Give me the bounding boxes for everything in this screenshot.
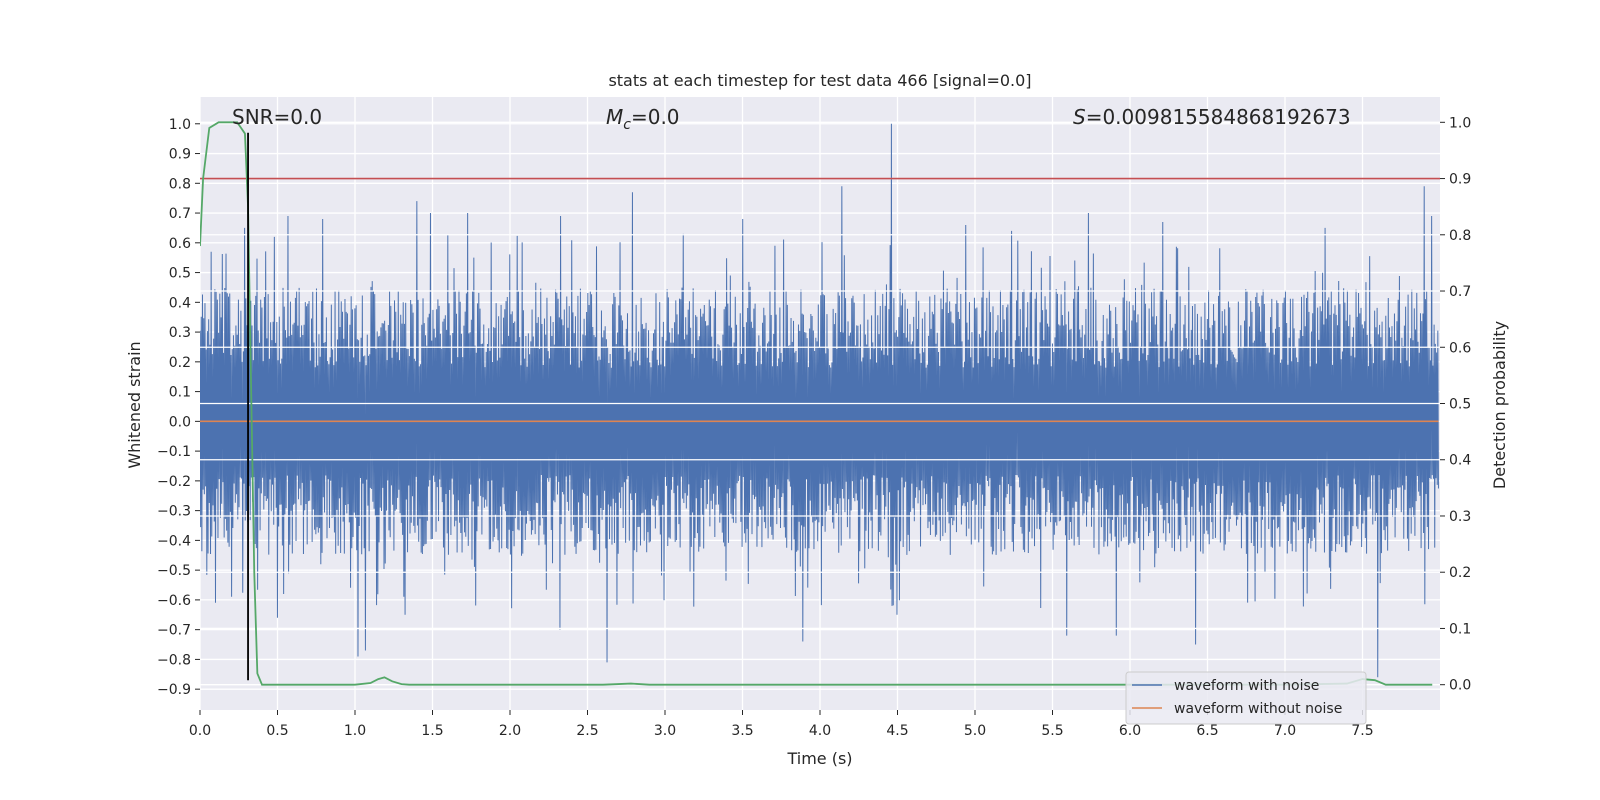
y-left-tick-label: 0.5 [169, 266, 191, 282]
y-left-tick-label: −0.7 [157, 623, 191, 639]
x-tick-label: 3.5 [731, 723, 753, 739]
annotation-chirp-mass: Mc=0.0 [606, 105, 680, 133]
x-tick-label: 1.5 [421, 723, 443, 739]
y-left-tick-label: 0.7 [169, 206, 191, 222]
x-tick-label: 7.5 [1351, 723, 1373, 739]
x-tick-label: 6.5 [1196, 723, 1218, 739]
x-tick-label: 0.5 [266, 723, 288, 739]
y-left-tick-label: 0.6 [169, 236, 191, 252]
annotation-chirp-mass-symbol: M [606, 105, 623, 129]
y-left-tick-label: 0.8 [169, 176, 191, 192]
annotation-snr: SNR=0.0 [232, 105, 322, 129]
y-left-tick-label: 0.3 [169, 325, 191, 341]
legend-label-waveform-without-noise: waveform without noise [1174, 701, 1342, 717]
x-tick-label: 2.0 [499, 723, 521, 739]
x-tick-label: 7.0 [1274, 723, 1296, 739]
y-left-tick-label: −0.8 [157, 652, 191, 668]
legend: waveform with noise waveform without noi… [1125, 671, 1367, 725]
y-left-tick-label: −0.6 [157, 593, 191, 609]
y-axis-left-label: Whitened strain [125, 341, 144, 468]
y-left-tick-label: −0.4 [157, 533, 191, 549]
y-axis-right-label: Detection probability [1490, 321, 1509, 489]
y-left-tick-label: 0.4 [169, 295, 191, 311]
y-right-tick-label: 0.3 [1449, 509, 1471, 525]
y-right-tick-label: 0.5 [1449, 397, 1471, 413]
legend-label-waveform-with-noise: waveform with noise [1174, 678, 1319, 694]
legend-box [1125, 671, 1367, 725]
y-left-tick-label: 0.2 [169, 355, 191, 371]
y-right-tick-label: 0.9 [1449, 172, 1471, 188]
x-axis-label: Time (s) [786, 749, 852, 768]
y-axis-right-ticks: 1.0 0.9 0.8 0.7 0.6 0.5 0.4 0.3 0.2 0.1 0.0 [1440, 115, 1471, 694]
x-tick-label: 1.0 [344, 723, 366, 739]
y-right-tick-label: 0.1 [1449, 621, 1471, 637]
y-left-tick-label: 0.1 [169, 385, 191, 401]
x-axis-ticks: 0.0 0.5 1.0 1.5 2.0 2.5 3.0 3.5 4.0 4.5 5.0 5.5 6.0 6… [189, 710, 1374, 739]
x-tick-label: 5.5 [1041, 723, 1063, 739]
y-right-tick-label: 0.6 [1449, 340, 1471, 356]
y-left-tick-label: −0.1 [157, 444, 191, 460]
x-tick-label: 4.0 [809, 723, 831, 739]
y-right-tick-label: 0.7 [1449, 284, 1471, 300]
y-axis-left-ticks: 1.0 0.9 0.8 0.7 0.6 0.5 0.4 0.3 0.2 0.1 0.0 −0.1 −0.… [157, 117, 200, 698]
y-right-tick-label: 0.4 [1449, 453, 1471, 469]
y-left-tick-label: −0.5 [157, 563, 191, 579]
y-right-tick-label: 0.2 [1449, 565, 1471, 581]
x-tick-label: 6.0 [1119, 723, 1141, 739]
y-left-tick-label: 0.0 [169, 414, 191, 430]
y-right-tick-label: 1.0 [1449, 115, 1471, 131]
y-right-tick-label: 0.0 [1449, 678, 1471, 694]
y-left-tick-label: 1.0 [169, 117, 191, 133]
y-left-tick-label: −0.2 [157, 474, 191, 490]
annotation-s-number: =0.009815584868192673 [1086, 105, 1351, 129]
chart-title: stats at each timestep for test data 466… [608, 71, 1031, 90]
y-right-tick-label: 0.8 [1449, 228, 1471, 244]
series-waveform-with-noise [200, 123, 1439, 678]
annotation-s-symbol: S [1073, 105, 1086, 129]
annotation-s-value: S=0.009815584868192673 [1073, 105, 1351, 129]
annotation-chirp-mass-value: =0.0 [631, 105, 680, 129]
x-tick-label: 4.5 [886, 723, 908, 739]
annotation-chirp-mass-subscript: c [623, 117, 631, 133]
x-tick-label: 5.0 [964, 723, 986, 739]
y-left-tick-label: −0.3 [157, 504, 191, 520]
y-left-tick-label: −0.9 [157, 682, 191, 698]
y-left-tick-label: 0.9 [169, 147, 191, 163]
x-tick-label: 3.0 [654, 723, 676, 739]
x-tick-label: 0.0 [189, 723, 211, 739]
x-tick-label: 2.5 [576, 723, 598, 739]
